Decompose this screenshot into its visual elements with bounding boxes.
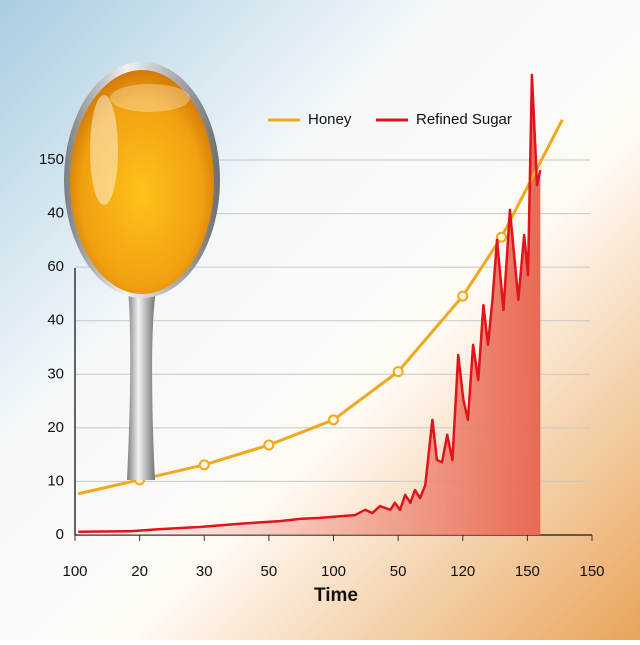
line (78, 73, 542, 534)
marker (328, 414, 339, 426)
x-axis-label: Time (314, 585, 358, 606)
marker (198, 459, 210, 471)
area-fill (78, 74, 541, 536)
legend-label: Honey (308, 111, 352, 128)
x-tick-label: 120 (450, 563, 475, 580)
x-tick-label: 100 (321, 563, 346, 580)
marker (457, 290, 469, 302)
y-tick-label: 150 (39, 151, 64, 168)
x-tick-label: 30 (196, 563, 213, 580)
marker (496, 231, 508, 243)
x-tick-label: 50 (390, 563, 407, 580)
y-tick-label: 20 (47, 419, 64, 436)
x-tick-label: 100 (62, 563, 87, 580)
marker (392, 366, 404, 378)
y-tick-label: 10 (47, 472, 64, 489)
y-tick-label: 0 (56, 526, 64, 543)
y-tick-label: 40 (47, 312, 64, 329)
y-tick-label: 60 (47, 258, 64, 275)
y-tick-label: 40 (47, 205, 64, 222)
x-tick-label: 20 (131, 563, 148, 580)
x-tick-label: 50 (261, 563, 278, 580)
y-tick-label: 30 (47, 365, 64, 382)
marker (263, 439, 275, 451)
spoon-illustration (64, 62, 220, 480)
x-tick-label: 150 (579, 563, 604, 580)
legend-label: Refined Sugar (416, 111, 512, 128)
x-tick-label: 150 (515, 563, 540, 580)
